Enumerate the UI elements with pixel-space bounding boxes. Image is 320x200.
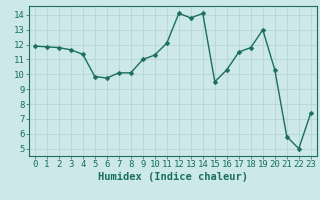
X-axis label: Humidex (Indice chaleur): Humidex (Indice chaleur): [98, 172, 248, 182]
